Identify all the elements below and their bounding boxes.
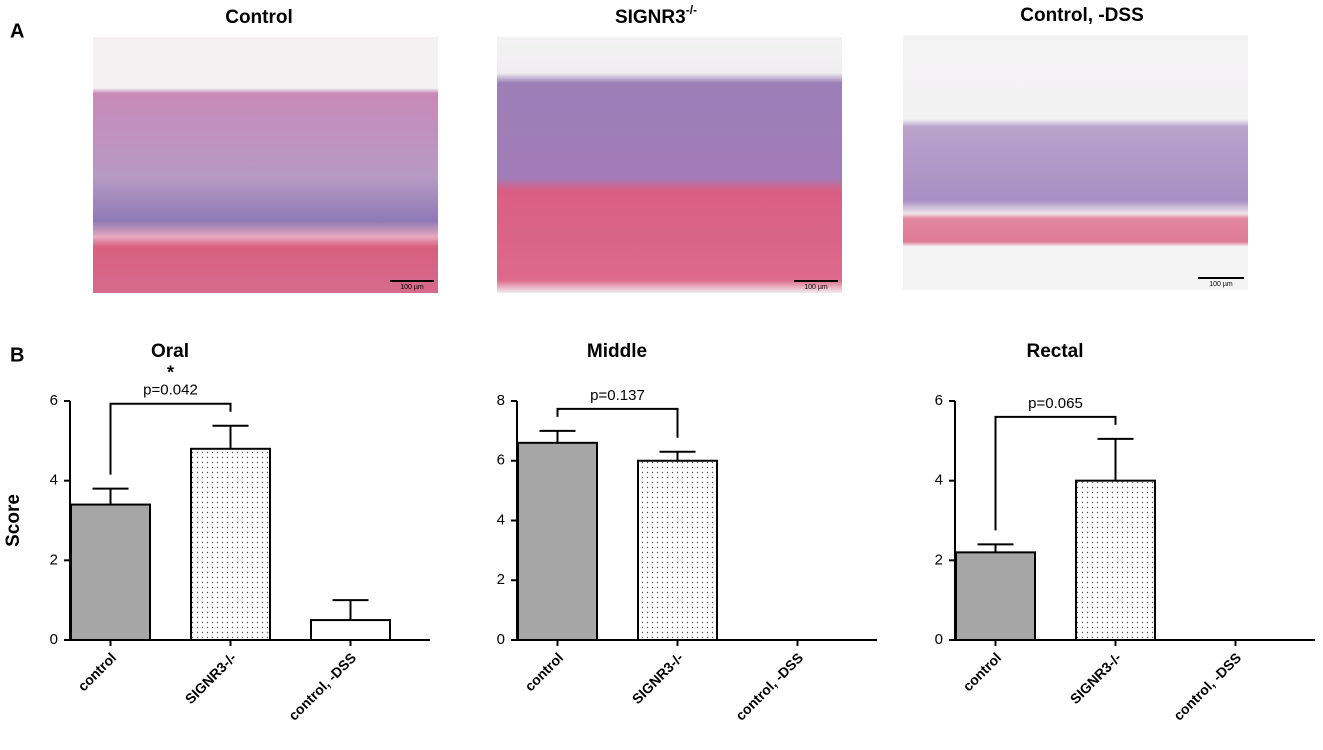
histology-image — [93, 37, 438, 293]
scale-bar-label: 100 µm — [1209, 281, 1233, 288]
comparison-bracket — [994, 415, 1117, 531]
bar — [637, 459, 718, 641]
panel-label: A — [10, 20, 24, 42]
y-tick-label: 2 — [50, 551, 58, 568]
scale-bar-label: 100 µm — [804, 284, 828, 291]
x-tick-label: SIGNR3-/- — [1067, 649, 1125, 707]
image-title-superscript: -/- — [686, 3, 697, 17]
y-tick-label: 4 — [935, 472, 943, 489]
y-tick-label: 2 — [497, 571, 505, 588]
y-tick-label: 4 — [497, 511, 505, 528]
y-tick-label: 8 — [497, 392, 505, 409]
y-tick-label: 6 — [497, 452, 505, 469]
y-tick-label: 0 — [50, 631, 58, 648]
x-tick-label: control — [959, 649, 1004, 694]
y-tick-label: 6 — [935, 392, 943, 409]
y-axis-label: Score — [3, 494, 24, 547]
y-tick-label: 6 — [50, 392, 58, 409]
histology-image — [497, 37, 842, 293]
x-tick-label: SIGNR3-/- — [629, 649, 687, 707]
significance-mark: * — [167, 362, 174, 382]
chart-title: Middle — [587, 341, 647, 362]
p-value: p=0.137 — [590, 387, 645, 404]
bar — [1075, 479, 1156, 641]
image-title: Control — [225, 7, 293, 28]
image-title: SIGNR3 — [615, 7, 686, 28]
y-tick-label: 0 — [497, 631, 505, 648]
chart-title: Rectal — [1026, 341, 1083, 362]
comparison-bracket — [109, 402, 232, 475]
bar — [310, 619, 391, 641]
image-title: Control, -DSS — [1020, 5, 1144, 26]
x-tick-label: control, -DSS — [1170, 649, 1244, 723]
bar — [70, 503, 151, 642]
x-tick-label: control, -DSS — [285, 649, 359, 723]
image-title: SIGNR3-/- — [615, 3, 697, 28]
y-tick-label: 2 — [935, 551, 943, 568]
scale-bar-label: 100 µm — [400, 284, 424, 291]
panel-label: B — [10, 344, 24, 366]
y-tick-label: 0 — [935, 631, 943, 648]
x-tick-label: control — [74, 649, 119, 694]
x-tick-label: control — [521, 649, 566, 694]
chart-title: Oral — [151, 341, 189, 362]
bar — [190, 447, 271, 641]
bar — [517, 441, 598, 642]
x-tick-label: control, -DSS — [732, 649, 806, 723]
comparison-bracket — [556, 407, 679, 438]
y-tick-label: 4 — [50, 472, 58, 489]
histology-image — [903, 35, 1248, 290]
bar — [955, 551, 1036, 641]
p-value: p=0.065 — [1028, 395, 1083, 412]
x-tick-label: SIGNR3-/- — [182, 649, 240, 707]
p-value: p=0.042 — [143, 382, 198, 399]
